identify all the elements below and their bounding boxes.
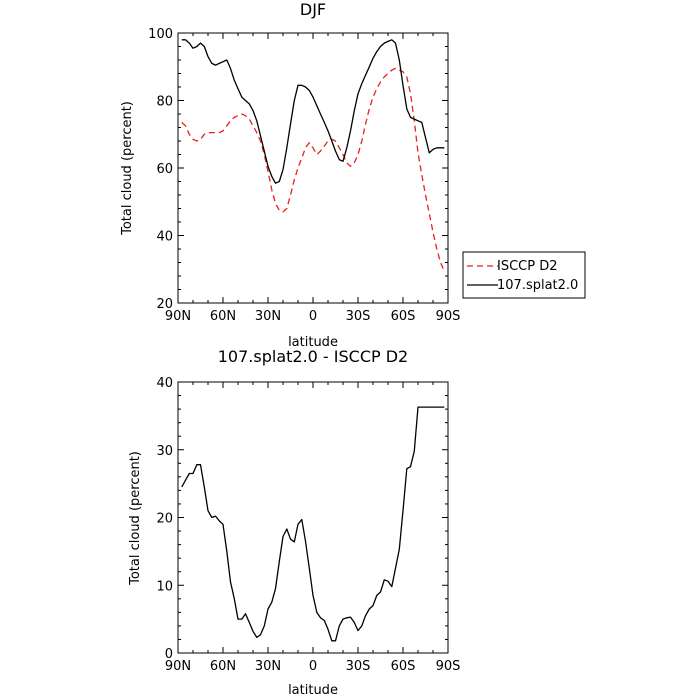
y-axis-label-top: Total cloud (percent): [120, 101, 135, 236]
x-tick-label-bottom: 0: [309, 659, 317, 674]
y-tick-label-bottom: 20: [156, 512, 173, 527]
x-tick-label-bottom: 30N: [255, 659, 281, 674]
chart-title-bottom: 107.splat2.0 - ISCCP D2: [218, 347, 408, 366]
x-tick-label-top: 90N: [165, 309, 191, 324]
plot-frame-bottom: [177, 381, 449, 654]
x-tick-label-bottom: 90N: [165, 659, 191, 674]
y-tick-label-top: 100: [148, 27, 173, 42]
y-tick-label-top: 40: [156, 230, 173, 245]
x-tick-label-bottom: 90S: [436, 659, 461, 674]
x-tick-label-top: 60N: [210, 309, 236, 324]
legend-label-isccp: ISCCP D2: [497, 259, 558, 274]
x-axis-label-top: latitude: [288, 335, 338, 350]
y-tick-label-bottom: 0: [165, 647, 173, 662]
y-tick-label-bottom: 10: [156, 579, 173, 594]
y-tick-label-top: 80: [156, 95, 173, 110]
series-line-bottom-difference: [181, 406, 445, 642]
legend: ISCCP D2 107.splat2.0: [462, 251, 586, 299]
x-axis-label-bottom: latitude: [288, 683, 338, 698]
x-tick-label-bottom: 60S: [391, 659, 416, 674]
x-tick-label-top: 60S: [391, 309, 416, 324]
legend-box: [462, 251, 586, 299]
x-tick-label-top: 30S: [346, 309, 371, 324]
legend-label-splat: 107.splat2.0: [497, 278, 578, 293]
series-line-top-107-splat2-0: [181, 39, 445, 184]
x-tick-label-bottom: 30S: [346, 659, 371, 674]
x-tick-label-top: 30N: [255, 309, 281, 324]
y-axis-label-bottom: Total cloud (percent): [128, 451, 143, 586]
x-tick-label-top: 90S: [436, 309, 461, 324]
chart-title-top: DJF: [300, 0, 326, 19]
y-tick-label-bottom: 30: [156, 444, 173, 459]
plot-frame-top: [177, 32, 449, 304]
y-tick-label-top: 20: [156, 297, 173, 312]
y-tick-label-bottom: 40: [156, 376, 173, 391]
y-tick-label-top: 60: [156, 162, 173, 177]
x-tick-label-bottom: 60N: [210, 659, 236, 674]
x-tick-label-top: 0: [309, 309, 317, 324]
